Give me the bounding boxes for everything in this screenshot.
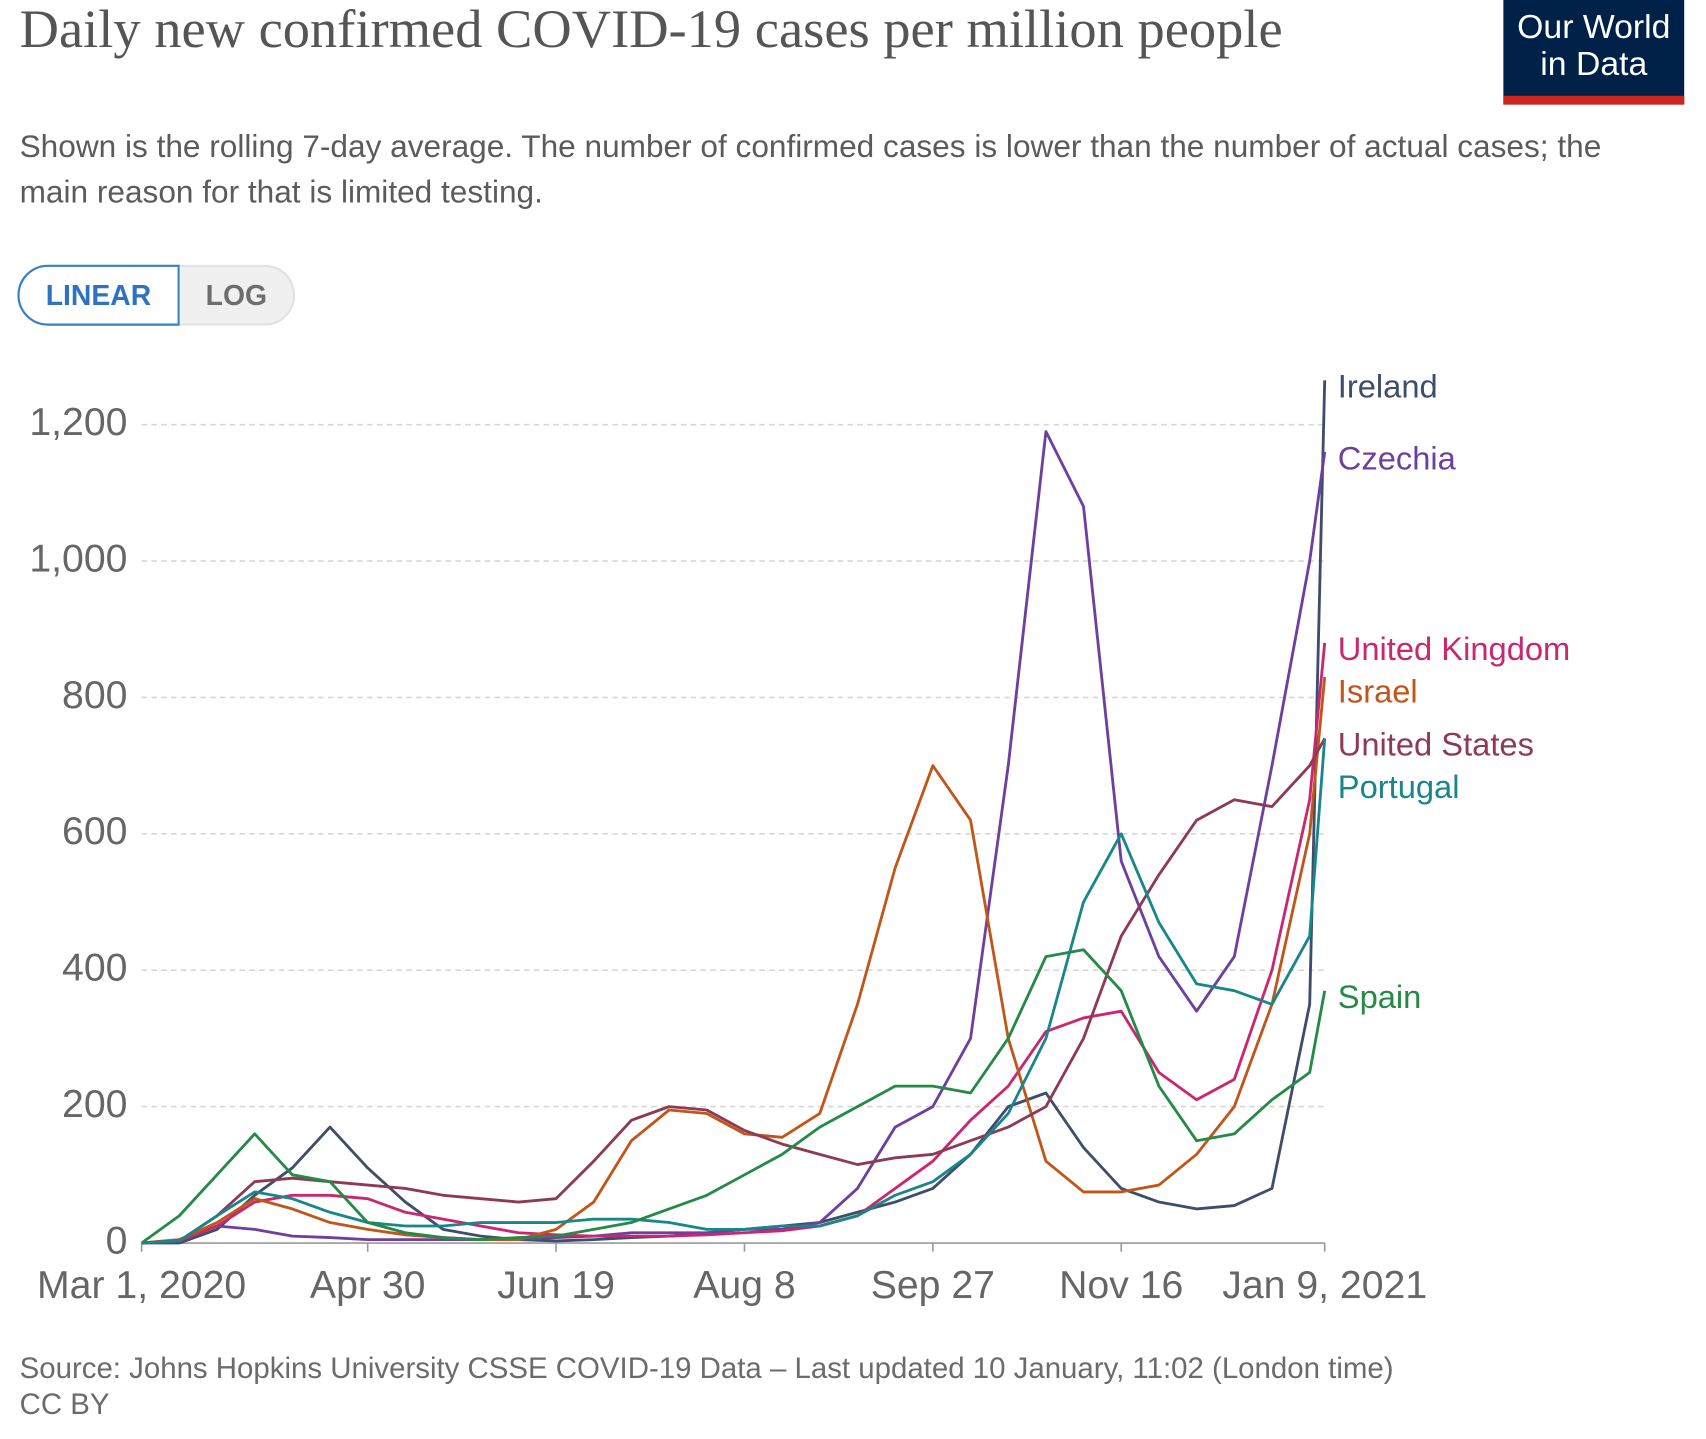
logo[interactable]: Our World in Data (1503, 0, 1685, 105)
series-line (141, 380, 1327, 1245)
legend-label: Portugal (1338, 768, 1460, 805)
x-tick-label: Aug 8 (693, 1264, 795, 1307)
y-tick-label: 1,000 (29, 537, 127, 580)
y-tick-label: 400 (62, 947, 127, 990)
source-text: Source: Johns Hopkins University CSSE CO… (19, 1351, 1394, 1385)
series-line (141, 738, 1327, 1245)
legend-label: United Kingdom (1338, 630, 1570, 667)
y-tick-label: 600 (62, 810, 127, 853)
legend-label: Ireland (1338, 368, 1438, 405)
chart: 0 200 400 600 800 1,000 1,200 Mar 1, 2020 Apr 30… (29, 368, 1570, 1307)
y-tick-label: 800 (62, 674, 127, 717)
series-line (141, 642, 1327, 1245)
scale-toggle: LINEAR LOG (17, 264, 296, 326)
legend-label: United States (1338, 726, 1534, 763)
logo-line: Our World (1517, 7, 1671, 46)
legend-label: Spain (1338, 978, 1422, 1015)
series-line (141, 676, 1327, 1245)
series-line (140, 948, 1327, 1245)
linear-button[interactable]: LINEAR (17, 264, 180, 326)
chart-title: Daily new confirmed COVID-19 cases per m… (19, 0, 1283, 59)
series-line (141, 430, 1327, 1245)
x-tick-label: Mar 1, 2020 (37, 1264, 246, 1307)
chart-subtitle: Shown is the rolling 7-day average. The … (19, 129, 1602, 211)
legend-label: Czechia (1338, 439, 1457, 476)
license-text: CC BY (19, 1387, 110, 1421)
y-tick-label: 1,200 (29, 401, 127, 444)
legend-label: Israel (1338, 673, 1418, 710)
x-tick-label: Nov 16 (1059, 1264, 1183, 1307)
x-tick-label: Jan 9, 2021 (1222, 1264, 1427, 1307)
x-tick-label: Jun 19 (497, 1264, 615, 1307)
y-tick-label: 0 (106, 1219, 128, 1262)
log-button[interactable]: LOG (179, 264, 296, 326)
x-tick-label: Sep 27 (871, 1264, 995, 1307)
logo-line: in Data (1540, 44, 1648, 83)
series-line (141, 737, 1326, 1245)
x-tick-label: Apr 30 (310, 1264, 426, 1307)
source: Source: Johns Hopkins University CSSE CO… (20, 1351, 1394, 1423)
y-tick-label: 200 (62, 1083, 127, 1126)
